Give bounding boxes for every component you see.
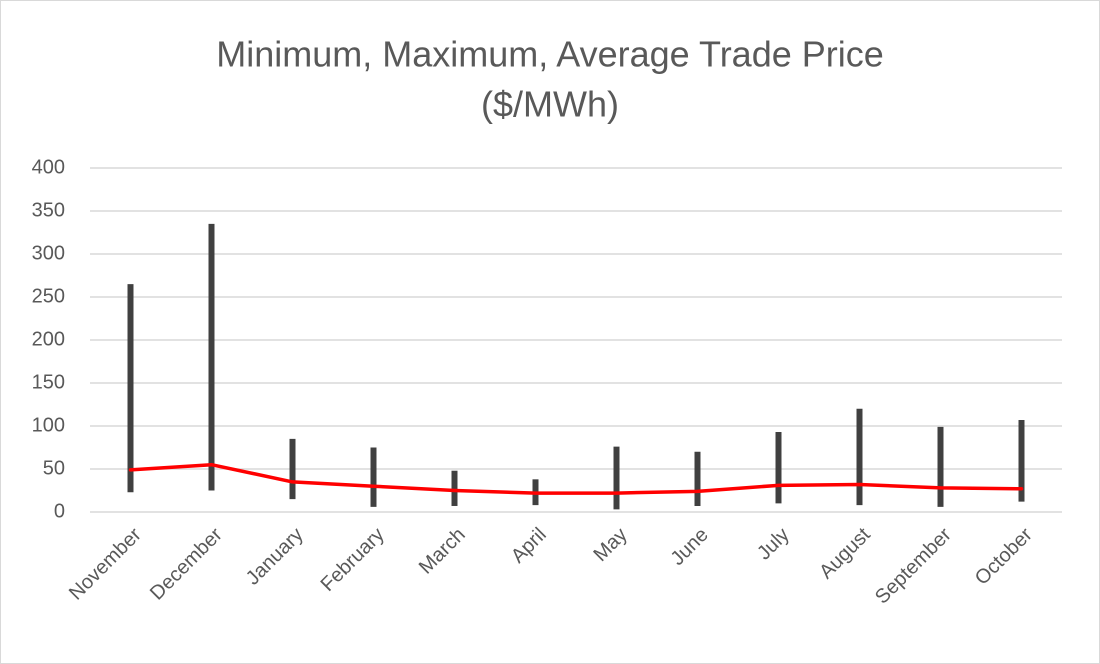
chart-title: ($/MWh)	[481, 84, 619, 125]
y-tick-label: 100	[32, 414, 65, 436]
y-tick-label: 0	[54, 500, 65, 522]
y-tick-label: 250	[32, 285, 65, 307]
y-tick-label: 150	[32, 371, 65, 393]
y-tick-label: 200	[32, 328, 65, 350]
y-tick-label: 300	[32, 242, 65, 264]
y-tick-label: 50	[43, 457, 65, 479]
average-line	[128, 462, 1024, 495]
y-tick-label: 400	[32, 156, 65, 178]
y-tick-label: 350	[32, 199, 65, 221]
chart-title: Minimum, Maximum, Average Trade Price	[216, 34, 884, 75]
